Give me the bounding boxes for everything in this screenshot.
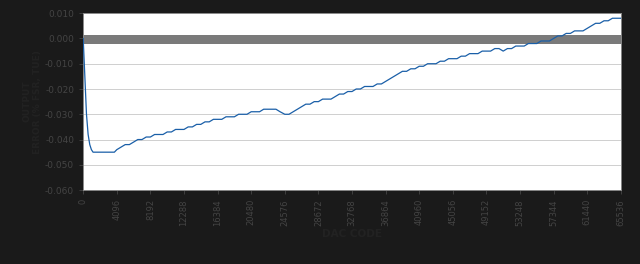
X-axis label: DAC CODE: DAC CODE xyxy=(322,229,382,239)
Y-axis label: OUTPUT
ERROR (% FSR, TUE): OUTPUT ERROR (% FSR, TUE) xyxy=(23,50,42,154)
Bar xyxy=(83,35,621,44)
